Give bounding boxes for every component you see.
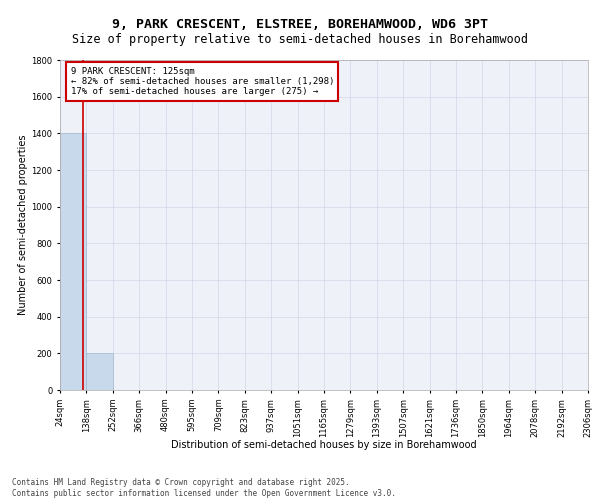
Text: Contains HM Land Registry data © Crown copyright and database right 2025.
Contai: Contains HM Land Registry data © Crown c… (12, 478, 396, 498)
X-axis label: Distribution of semi-detached houses by size in Borehamwood: Distribution of semi-detached houses by … (171, 440, 477, 450)
Bar (86, 354, 113, 390)
Text: 9 PARK CRESCENT: 125sqm
← 82% of semi-detached houses are smaller (1,298)
17% of: 9 PARK CRESCENT: 125sqm ← 82% of semi-de… (71, 66, 334, 96)
Text: 9, PARK CRESCENT, ELSTREE, BOREHAMWOOD, WD6 3PT: 9, PARK CRESCENT, ELSTREE, BOREHAMWOOD, … (112, 18, 488, 30)
Y-axis label: Number of semi-detached properties: Number of semi-detached properties (19, 134, 28, 316)
Text: Size of property relative to semi-detached houses in Borehamwood: Size of property relative to semi-detach… (72, 32, 528, 46)
Bar (60, 134, 86, 390)
